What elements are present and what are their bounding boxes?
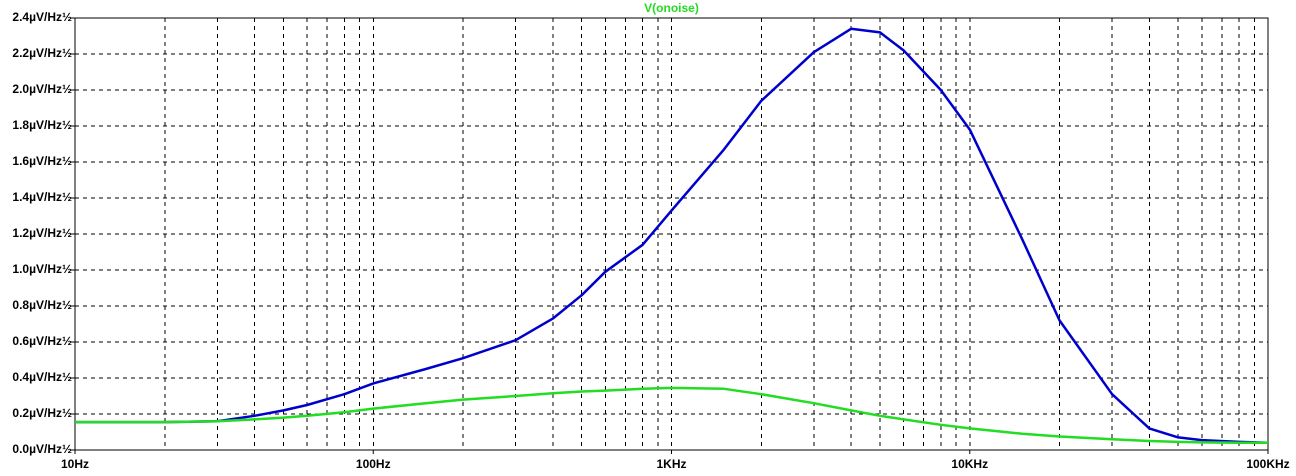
y-tick-label: 1.6µV/Hz½: [12, 154, 72, 168]
x-tick-label: 10KHz: [951, 457, 988, 471]
y-tick-label: 2.0µV/Hz½: [12, 82, 72, 96]
x-tick-label: 10Hz: [61, 457, 89, 471]
y-tick-label: 1.0µV/Hz½: [12, 262, 72, 276]
y-tick-label: 0.8µV/Hz½: [12, 298, 72, 312]
series-line: [75, 386, 1268, 445]
y-tick-label: 2.2µV/Hz½: [12, 46, 72, 60]
y-tick-label: 0.6µV/Hz½: [12, 334, 72, 348]
y-tick-label: 0.4µV/Hz½: [12, 370, 72, 384]
series-line: [75, 27, 1269, 445]
y-tick-label: 0.2µV/Hz½: [12, 406, 72, 420]
x-tick-label: 100Hz: [356, 457, 391, 471]
y-tick-label: 1.8µV/Hz½: [12, 118, 72, 132]
y-tick-label: 1.4µV/Hz½: [12, 190, 72, 204]
y-tick-label: 1.2µV/Hz½: [12, 226, 72, 240]
y-tick-label: 0.0µV/Hz½: [12, 442, 72, 456]
y-tick-label: 2.4µV/Hz½: [12, 10, 72, 24]
x-tick-label: 1KHz: [656, 457, 686, 471]
legend-entry: V(onoise): [644, 1, 699, 15]
x-tick-label: 100KHz: [1246, 457, 1289, 471]
